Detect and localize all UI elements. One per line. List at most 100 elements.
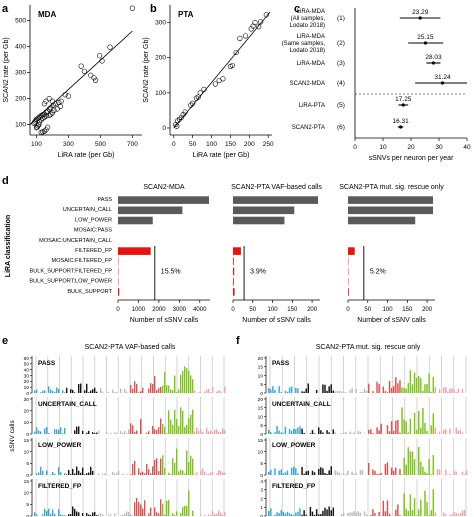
spectrum-bar — [66, 474, 68, 475]
spectrum-bar — [382, 500, 385, 516]
spectrum-bar — [422, 391, 424, 393]
spectrum-bar — [120, 430, 122, 434]
y-tick-label: 15 — [258, 438, 264, 444]
category-label: PASS — [97, 197, 112, 203]
spectrum-bar — [200, 429, 202, 434]
spectrum-bar — [144, 473, 146, 475]
estimate-point — [399, 125, 403, 129]
spectrum-bar — [326, 509, 328, 516]
spectrum-bar — [216, 473, 218, 475]
spectrum-bar — [378, 430, 380, 434]
x-tick-label: 30 — [435, 144, 443, 151]
spectrum-bar — [102, 473, 104, 475]
spectrum-bar — [305, 388, 307, 393]
data-point — [46, 95, 52, 102]
spectrum-bar — [301, 391, 303, 393]
bar — [233, 277, 234, 286]
spectrum-bar — [192, 379, 194, 393]
spectrum-bar — [307, 470, 310, 475]
y-tick-label: 20 — [24, 379, 30, 385]
bar — [118, 288, 120, 296]
group-label: LOW_POWER — [38, 442, 82, 449]
spectrum-bar — [386, 392, 389, 393]
spectrum-bar — [411, 384, 414, 393]
spectrum-bar — [138, 468, 140, 475]
spectrum-bar — [328, 470, 330, 475]
spectrum-bar — [170, 473, 172, 475]
spectrum-bar — [372, 509, 374, 516]
spectrum-bar — [92, 432, 94, 434]
group-label: UNCERTAIN_CALL — [272, 401, 331, 408]
data-point — [229, 62, 235, 69]
x-tick-label: 0 — [116, 307, 120, 313]
spectrum-bar — [353, 432, 355, 434]
spectrum-bar — [368, 462, 370, 475]
spectrum-bar — [272, 386, 274, 393]
spectrum-bar — [295, 512, 297, 516]
y-tick-label: 5 — [26, 502, 29, 508]
data-point — [190, 100, 196, 106]
spectrum-bar — [184, 366, 186, 393]
value-label: 23.29 — [412, 9, 429, 16]
spectrum-bar — [365, 514, 368, 516]
spectrum-bar — [162, 385, 164, 393]
spectrum-bar — [188, 490, 190, 516]
spectrum-bar — [382, 386, 385, 393]
bar — [233, 288, 235, 296]
data-point — [178, 114, 184, 121]
y-tick-label: 20 — [24, 408, 30, 414]
y-tick-label: 2 — [260, 496, 263, 502]
spectrum-bar — [422, 466, 424, 475]
spectrum-bar — [355, 389, 357, 393]
spectrum-bar — [378, 384, 380, 393]
spectrum-bar — [158, 427, 160, 434]
spectrum-bar — [218, 431, 220, 434]
spectrum-bar — [332, 390, 335, 393]
y-tick-label: 5 — [260, 461, 263, 467]
spectrum-bar — [42, 470, 44, 475]
data-point — [46, 106, 52, 112]
spectrum-bar — [376, 473, 378, 475]
spectrum-bar — [168, 499, 170, 516]
spectrum-bar — [372, 469, 374, 475]
x-tick-label: 2000 — [152, 307, 166, 313]
spectrum-bar — [114, 392, 116, 393]
data-point — [62, 92, 68, 98]
spectrum-bar — [174, 515, 176, 516]
spectrum-bar — [293, 515, 295, 516]
spectrum-bar — [118, 470, 120, 475]
x-tick-label: 100 — [383, 307, 394, 313]
spectrum-bar — [104, 473, 106, 475]
spectrum-bar — [395, 509, 397, 516]
data-point — [48, 111, 54, 117]
spectrum-bar — [278, 430, 280, 434]
spectrum-bar — [278, 386, 280, 393]
row-index: (2) — [337, 40, 345, 47]
spectrum-bar — [290, 386, 293, 393]
spectrum-bar — [102, 391, 104, 393]
spectrum-bar — [324, 472, 326, 475]
spectrum-bar — [384, 391, 387, 393]
spectrum-bar — [76, 426, 78, 434]
category-label: BULK_SUPPORT:LOW_POWER — [29, 279, 112, 285]
spectrum-bar — [86, 383, 88, 393]
data-point — [92, 77, 99, 83]
spectrum-bar — [409, 451, 412, 475]
spectrum-bar — [224, 511, 226, 516]
panel-label-d: d — [2, 175, 9, 187]
spectrum-bar — [347, 470, 349, 475]
y-tick-label: 500 — [15, 18, 26, 25]
spectrum-bar — [332, 507, 335, 516]
value-label: 25.15 — [417, 34, 434, 41]
spectrum-bar — [418, 375, 420, 393]
x-tick-label: 0 — [353, 144, 357, 151]
spectrum-bar — [98, 430, 100, 434]
spectrum-bar — [100, 513, 102, 516]
spectrum-bar — [206, 427, 208, 434]
spectrum-bar — [324, 507, 326, 516]
spectrum-bar — [202, 468, 204, 475]
spectrum-bar — [220, 512, 222, 516]
spectrum-bar — [395, 467, 397, 475]
spectrum-bar — [142, 387, 144, 393]
spectrum-bar — [218, 510, 220, 516]
